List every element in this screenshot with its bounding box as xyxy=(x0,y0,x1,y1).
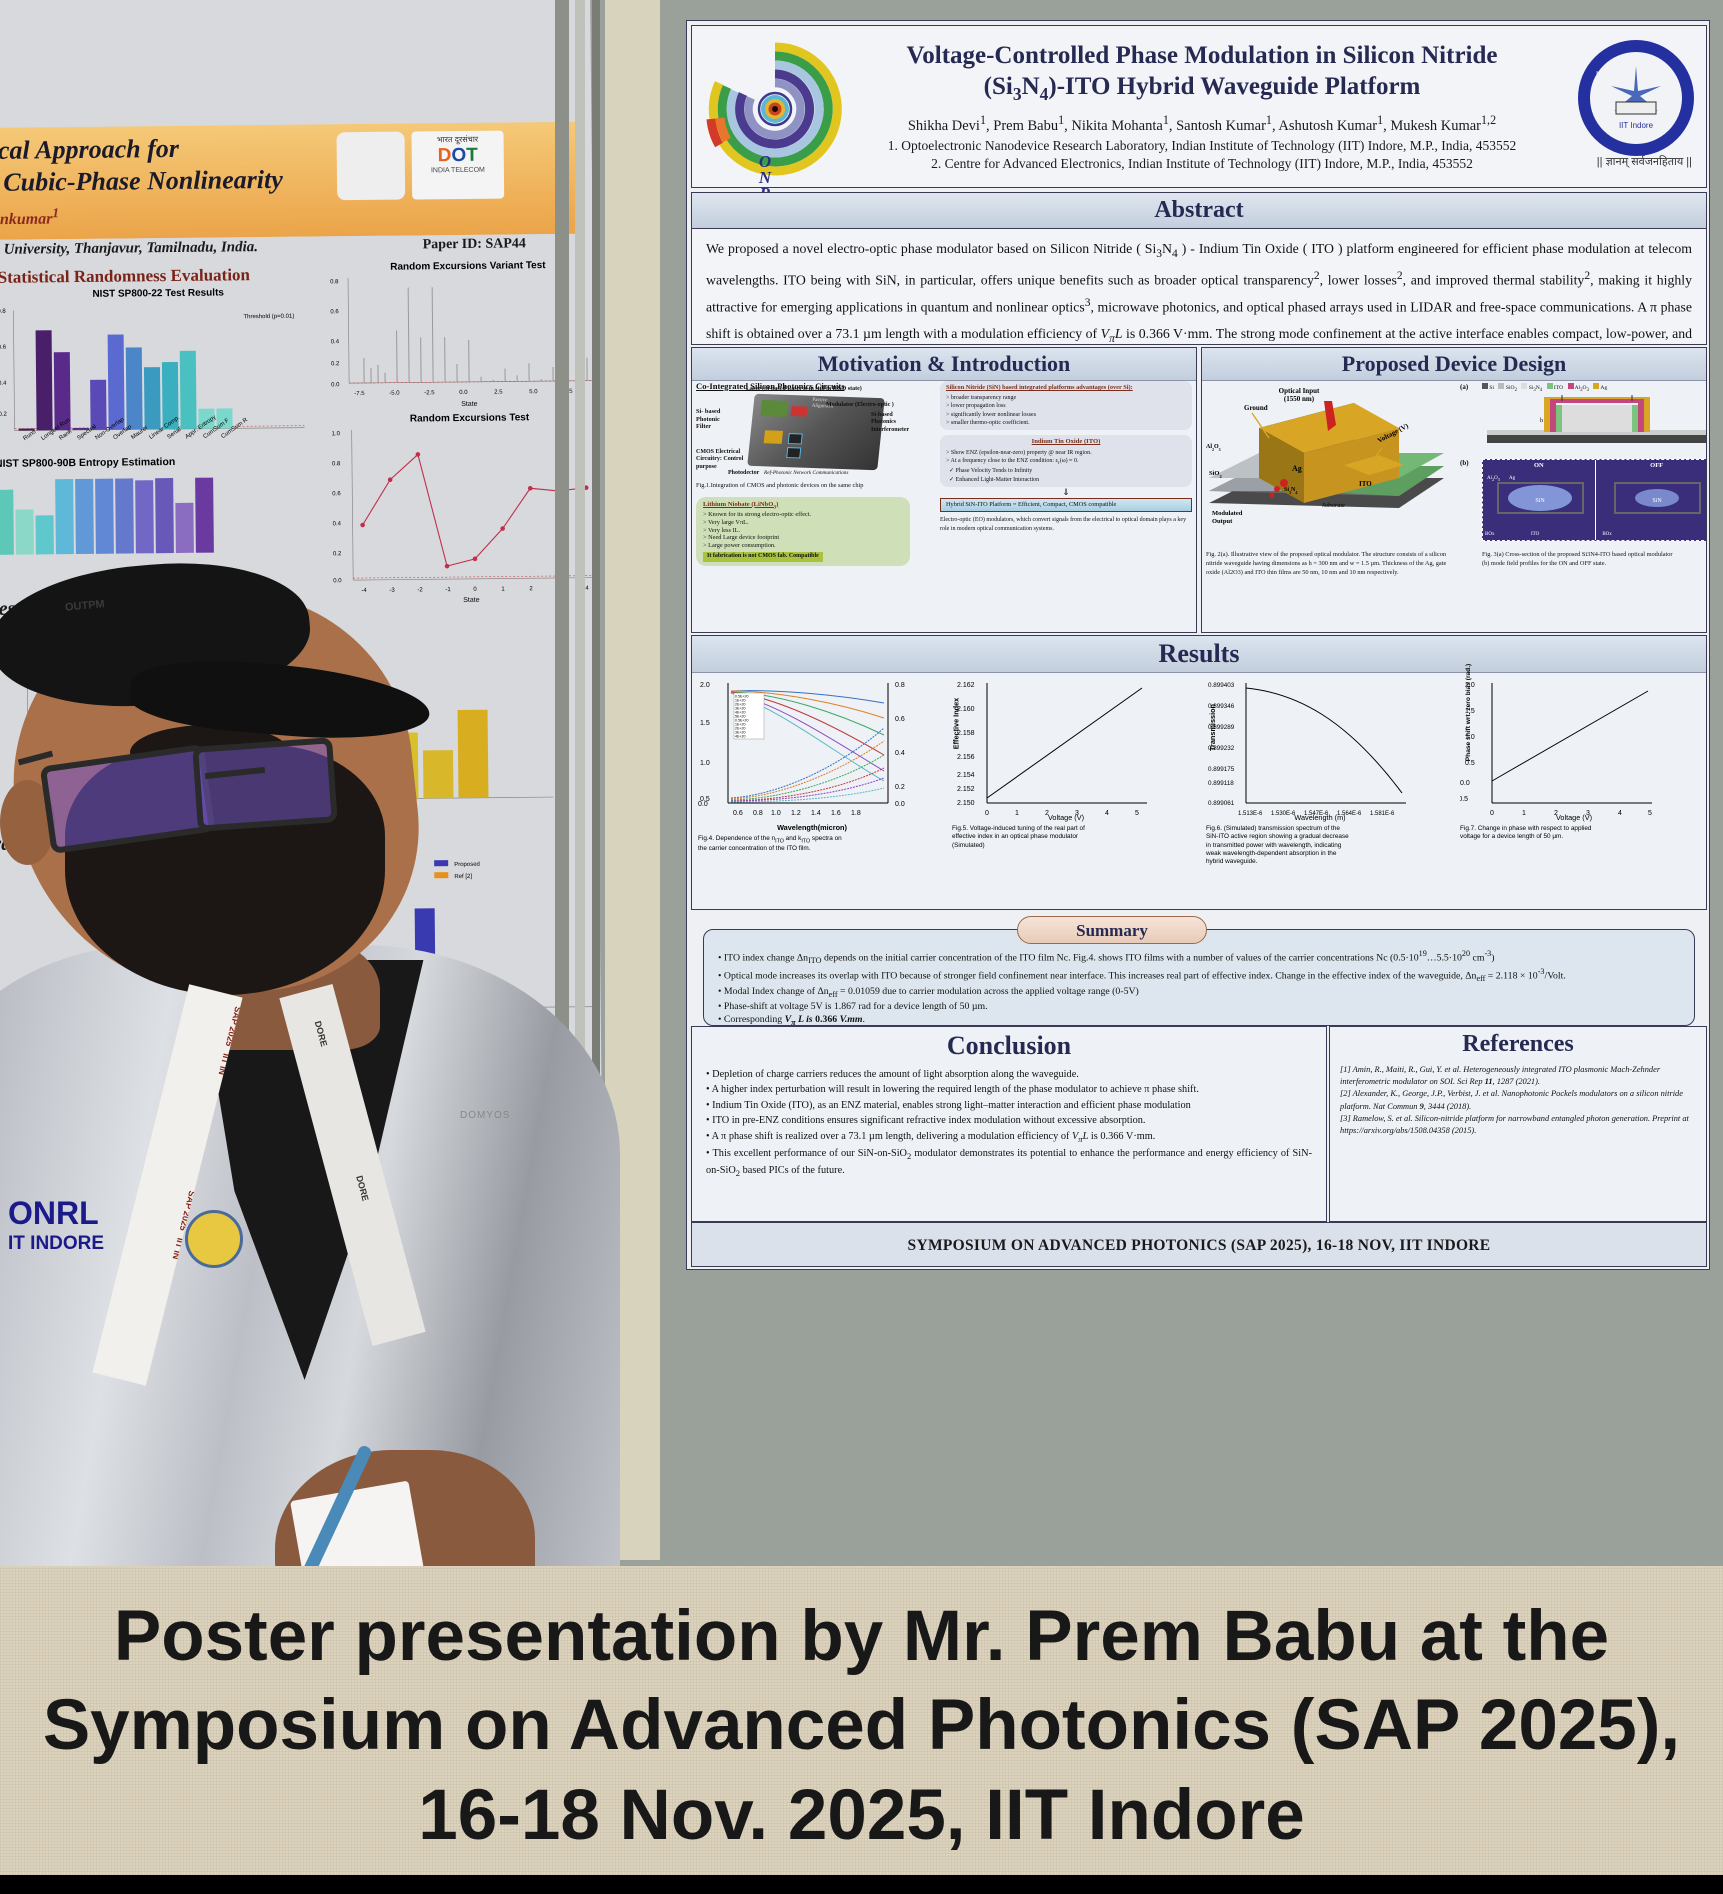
svg-text:1: 1 xyxy=(1015,810,1019,817)
svg-text:1.0: 1.0 xyxy=(700,760,710,767)
svg-text:0: 0 xyxy=(985,810,989,817)
svg-text:ITO: ITO xyxy=(1359,480,1372,488)
svg-text:0.899403: 0.899403 xyxy=(1208,682,1235,689)
svg-text:2.154: 2.154 xyxy=(957,772,975,779)
svg-text:(1550 nm): (1550 nm) xyxy=(1284,395,1315,403)
svg-text:0.899061: 0.899061 xyxy=(1208,800,1235,807)
svg-text:4: 4 xyxy=(1618,810,1622,817)
svg-text:2.150: 2.150 xyxy=(957,800,975,807)
svg-text:5: 5 xyxy=(1135,810,1139,817)
svg-text:SiN: SiN xyxy=(1535,498,1545,504)
svg-text:1.530E-6: 1.530E-6 xyxy=(1271,811,1296,817)
svg-text:5: 5 xyxy=(1648,810,1652,817)
svg-text:1.581E-6: 1.581E-6 xyxy=(1370,811,1395,817)
svg-text:0.8: 0.8 xyxy=(895,682,905,689)
svg-text:1.8: 1.8 xyxy=(851,810,861,817)
svg-text:0.0: 0.0 xyxy=(698,801,708,808)
svg-text:Ground: Ground xyxy=(1244,404,1268,412)
svg-text:Substrate: Substrate xyxy=(1322,503,1345,509)
svg-text:w: w xyxy=(1595,395,1600,397)
svg-text:2.152: 2.152 xyxy=(957,786,975,793)
svg-text:1.513E-6: 1.513E-6 xyxy=(1238,811,1263,817)
svg-text:0.0: 0.0 xyxy=(1460,780,1470,787)
svg-text:0.2: 0.2 xyxy=(895,784,905,791)
svg-text:1.4: 1.4 xyxy=(811,810,821,817)
svg-text:-0.5: -0.5 xyxy=(1460,796,1468,803)
svg-text:2.156: 2.156 xyxy=(957,754,975,761)
svg-text:4: 4 xyxy=(1105,810,1109,817)
svg-text:Al2O3: Al2O3 xyxy=(1206,444,1221,452)
svg-text:0.6: 0.6 xyxy=(895,716,905,723)
svg-text:1.0: 1.0 xyxy=(771,810,781,817)
svg-text:Output: Output xyxy=(1212,518,1233,525)
svg-text:1: 1 xyxy=(1522,810,1526,817)
svg-text:Institute: Institute xyxy=(1596,69,1622,78)
svg-text:SiN: SiN xyxy=(1653,498,1663,504)
svg-text:1.2: 1.2 xyxy=(791,810,801,817)
svg-text:0.899175: 0.899175 xyxy=(1208,766,1235,773)
svg-text:0: 0 xyxy=(1490,810,1494,817)
svg-text:4E+20: 4E+20 xyxy=(735,735,746,739)
svg-text:0.6: 0.6 xyxy=(733,810,743,817)
svg-text:IIT Indore: IIT Indore xyxy=(1619,121,1654,130)
svg-text:0.899118: 0.899118 xyxy=(1208,780,1234,787)
svg-text:2.162: 2.162 xyxy=(957,682,975,689)
svg-text:0.0: 0.0 xyxy=(895,801,905,808)
svg-text:1.6: 1.6 xyxy=(831,810,841,817)
svg-text:2.0: 2.0 xyxy=(700,682,710,689)
svg-text:0.4: 0.4 xyxy=(895,750,905,757)
svg-text:0.8: 0.8 xyxy=(753,810,763,817)
svg-text:Optical Input: Optical Input xyxy=(1279,387,1320,395)
svg-text:Ag: Ag xyxy=(1292,464,1302,473)
svg-text:Modulated: Modulated xyxy=(1212,510,1243,517)
svg-text:h: h xyxy=(1540,418,1543,424)
svg-text:1.5: 1.5 xyxy=(700,720,710,727)
